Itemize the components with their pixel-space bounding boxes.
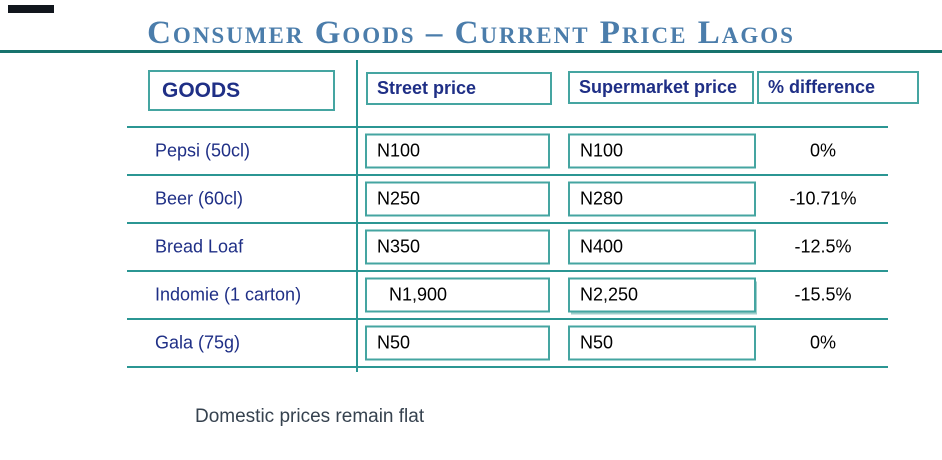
street-price-cell[interactable]: N100 (365, 133, 550, 169)
percent-difference-value: -10.71% (789, 188, 857, 209)
street-price-value: N250 (377, 188, 421, 209)
good-label: Indomie (1 carton) (155, 284, 302, 305)
percent-difference-value: 0% (809, 140, 836, 161)
street-price-value: N100 (377, 140, 421, 161)
good-label: Pepsi (50cl) (155, 140, 251, 161)
supermarket-price-header-box[interactable]: Supermarket price (568, 71, 754, 104)
price-table-body: Pepsi (50cl) N100 N100 0% Beer (60cl) N2… (127, 126, 888, 368)
table-row-indomie: Indomie (1 carton) N1,900 N2,250 -15.5% (127, 272, 888, 320)
supermarket-price-cell[interactable]: N2,250 (568, 277, 756, 313)
good-label: Gala (75g) (155, 332, 241, 353)
supermarket-price-header-label: Supermarket price (579, 77, 738, 97)
street-price-cell[interactable]: N350 (365, 229, 550, 265)
goods-header-box[interactable]: GOODS (148, 70, 335, 111)
percent-difference-header-label: % difference (768, 77, 876, 97)
supermarket-price-value: N2,250 (580, 284, 639, 305)
table-row-bread: Bread Loaf N350 N400 -12.5% (127, 224, 888, 272)
top-left-bar (8, 5, 54, 13)
street-price-header-label: Street price (377, 78, 477, 98)
street-price-value: N1,900 (389, 284, 448, 305)
percent-difference-value: 0% (809, 332, 836, 353)
table-row-gala: Gala (75g) N50 N50 0% (127, 320, 888, 368)
table-row-pepsi: Pepsi (50cl) N100 N100 0% (127, 128, 888, 176)
good-label: Bread Loaf (155, 236, 244, 257)
supermarket-price-value: N100 (580, 140, 624, 161)
footnote-text: Domestic prices remain flat (195, 406, 425, 427)
percent-difference-value: -15.5% (794, 284, 852, 305)
table-vertical-divider (356, 60, 358, 372)
supermarket-price-cell[interactable]: N50 (568, 325, 756, 361)
page-title: Consumer Goods – Current Price Lagos (147, 15, 795, 51)
street-price-cell[interactable]: N1,900 (365, 277, 550, 313)
street-price-cell[interactable]: N250 (365, 181, 550, 217)
goods-header-label: GOODS (162, 78, 241, 102)
percent-difference-value: -12.5% (794, 236, 852, 257)
table-row-beer: Beer (60cl) N250 N280 -10.71% (127, 176, 888, 224)
supermarket-price-cell[interactable]: N100 (568, 133, 756, 169)
supermarket-price-cell[interactable]: N280 (568, 181, 756, 217)
street-price-value: N350 (377, 236, 421, 257)
supermarket-price-value: N280 (580, 188, 624, 209)
supermarket-price-value: N400 (580, 236, 624, 257)
street-price-value: N50 (377, 332, 411, 353)
street-price-cell[interactable]: N50 (365, 325, 550, 361)
percent-difference-header-box[interactable]: % difference (757, 71, 919, 104)
supermarket-price-cell[interactable]: N400 (568, 229, 756, 265)
title-underline (0, 50, 942, 53)
supermarket-price-value: N50 (580, 332, 614, 353)
street-price-header-box[interactable]: Street price (366, 72, 552, 105)
good-label: Beer (60cl) (155, 188, 244, 209)
